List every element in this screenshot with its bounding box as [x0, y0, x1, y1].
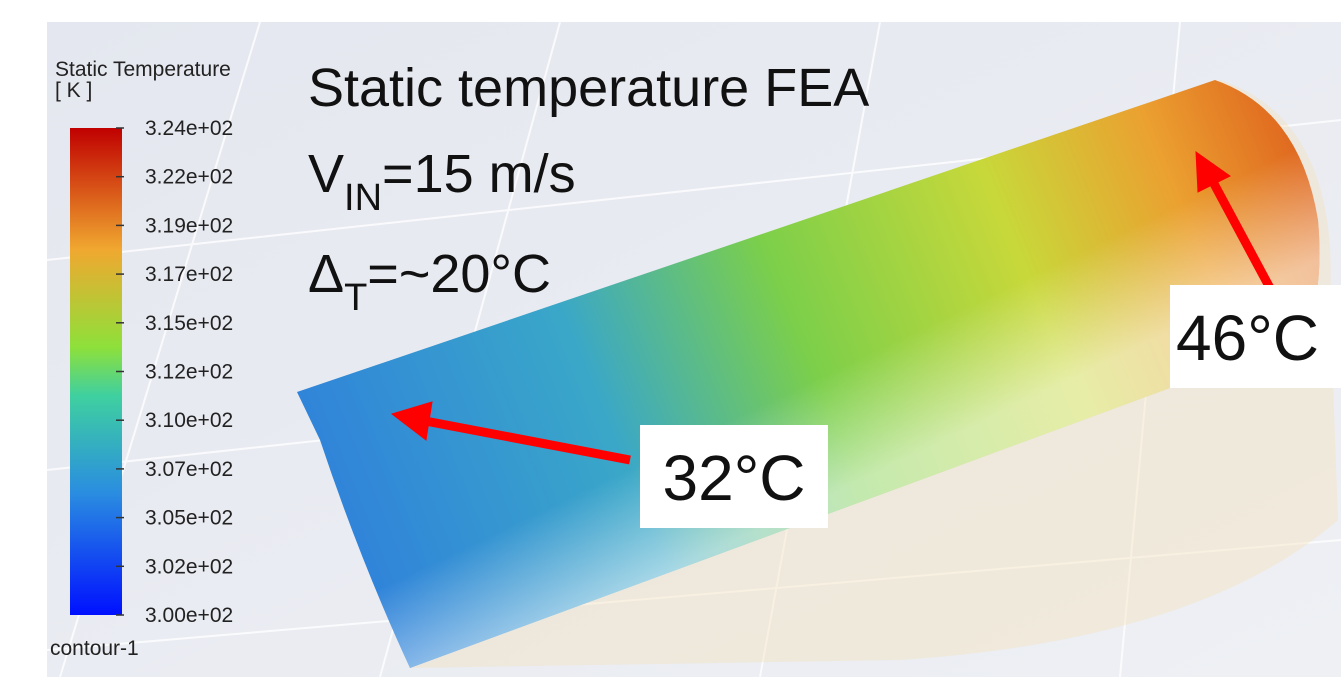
colorbar-tick-label: 3.19e+02 [145, 214, 233, 237]
hot-label: 46°C [1176, 302, 1319, 374]
colorbar-tick-label: 3.05e+02 [145, 507, 233, 530]
hot-label-box [1170, 285, 1341, 388]
colorbar [70, 128, 122, 615]
colorbar-tick-label: 3.02e+02 [145, 555, 233, 578]
legend-unit: [ K ] [55, 79, 92, 102]
colorbar-tick-label: 3.17e+02 [145, 263, 233, 286]
colorbar-tick-label: 3.10e+02 [145, 409, 233, 432]
title: Static temperature FEA [308, 58, 869, 118]
legend-title: Static Temperature [55, 58, 231, 81]
colorbar-tick-label: 3.22e+02 [145, 166, 233, 189]
colorbar-tick-label: 3.07e+02 [145, 458, 233, 481]
legend-name: contour-1 [50, 637, 139, 660]
colorbar-tick-label: 3.24e+02 [145, 117, 233, 140]
arrows [390, 150, 1274, 465]
cold-label-box [640, 425, 828, 528]
colorbar-tick-label: 3.00e+02 [145, 604, 233, 627]
colorbar-tick-label: 3.15e+02 [145, 312, 233, 335]
cold-label: 32°C [663, 442, 806, 514]
delta: ΔT=~20°C [308, 244, 551, 319]
cylinder-shading [297, 80, 1320, 668]
velocity: VIN=15 m/s [308, 144, 576, 219]
colorbar-tick-label: 3.12e+02 [145, 361, 233, 384]
